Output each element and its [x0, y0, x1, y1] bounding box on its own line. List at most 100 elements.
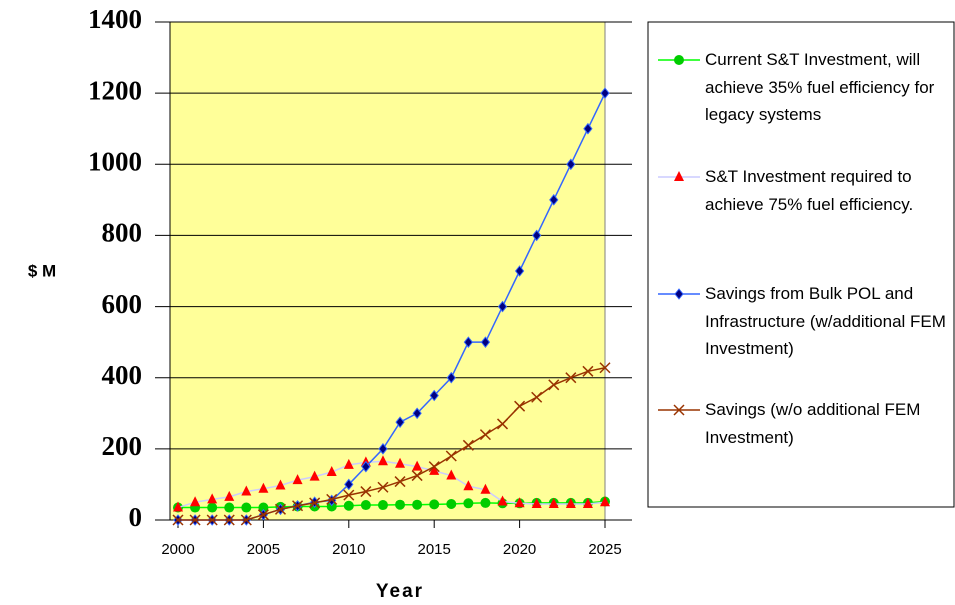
x-tick-label: 2005	[247, 541, 280, 558]
marker	[599, 362, 611, 374]
marker	[429, 389, 439, 402]
marker	[360, 500, 371, 511]
marker	[463, 480, 474, 491]
marker	[343, 458, 354, 469]
marker	[343, 500, 354, 511]
marker	[206, 514, 218, 526]
marker	[549, 194, 559, 206]
marker	[565, 372, 577, 384]
marker	[241, 502, 252, 513]
marker	[326, 501, 337, 512]
marker	[514, 497, 525, 508]
x-tick-label: 2025	[588, 541, 621, 558]
marker	[207, 493, 218, 504]
marker	[292, 474, 303, 485]
y-tick-label: 200	[102, 431, 143, 461]
marker	[463, 498, 474, 509]
marker	[532, 229, 542, 242]
marker	[600, 496, 610, 507]
marker	[531, 497, 542, 508]
x-axis-label: Year	[376, 581, 424, 602]
marker	[224, 490, 235, 501]
marker	[446, 498, 457, 509]
marker	[566, 158, 576, 171]
marker	[240, 514, 252, 526]
legend-box	[647, 21, 955, 508]
marker	[344, 478, 354, 491]
y-tick-label: 1400	[88, 4, 142, 34]
plot-area	[169, 21, 606, 521]
marker	[258, 482, 269, 493]
marker	[548, 379, 560, 391]
marker	[395, 499, 406, 510]
x-tick-label: 2010	[332, 541, 365, 558]
marker	[480, 483, 491, 494]
y-tick-label: 800	[102, 218, 143, 248]
marker	[326, 465, 337, 476]
marker	[274, 503, 287, 515]
marker	[479, 429, 491, 441]
marker	[463, 336, 474, 348]
marker	[377, 500, 388, 511]
marker	[446, 469, 457, 480]
marker	[514, 265, 525, 277]
y-tick-label: 1000	[88, 146, 142, 176]
y-tick-label: 1200	[88, 75, 142, 105]
marker	[497, 300, 508, 313]
x-tick-label: 2020	[503, 541, 536, 558]
marker	[189, 514, 201, 526]
marker	[565, 497, 576, 508]
marker	[429, 464, 440, 475]
marker	[600, 87, 610, 99]
marker	[257, 509, 269, 521]
marker	[395, 416, 405, 428]
series-line	[178, 367, 606, 521]
marker	[224, 502, 235, 513]
marker	[326, 493, 338, 505]
marker	[377, 455, 388, 466]
marker	[445, 450, 457, 462]
marker	[548, 497, 559, 508]
marker	[412, 499, 423, 510]
marker	[514, 400, 526, 412]
marker	[173, 501, 183, 512]
legend-label: Savings (w/o additional FEM Investment)	[705, 400, 921, 447]
marker	[275, 479, 286, 490]
marker	[258, 502, 269, 513]
marker	[378, 443, 388, 455]
y-tick-label: 400	[102, 360, 143, 390]
marker	[395, 457, 406, 468]
marker	[496, 418, 509, 430]
legend-marker	[674, 288, 684, 300]
marker	[309, 497, 321, 509]
marker	[582, 365, 594, 377]
marker	[309, 470, 320, 481]
legend-marker	[674, 55, 684, 65]
marker	[361, 460, 371, 473]
legend-marker	[673, 404, 685, 416]
marker	[583, 122, 593, 135]
y-tick-label: 0	[129, 502, 143, 532]
marker	[462, 439, 474, 451]
marker	[394, 476, 406, 488]
legend-label: S&T Investment required to achieve 75% f…	[705, 167, 914, 214]
marker	[223, 514, 235, 526]
marker	[412, 460, 423, 471]
marker	[480, 336, 491, 348]
marker	[241, 485, 252, 496]
legend-label: Current S&T Investment, will achieve 35%…	[705, 50, 935, 124]
marker	[582, 497, 593, 508]
marker	[377, 481, 389, 493]
marker	[360, 486, 372, 498]
marker	[411, 470, 423, 482]
legend-marker	[674, 171, 684, 181]
marker	[428, 461, 440, 473]
legend-label: Savings from Bulk POL and Infrastructure…	[705, 284, 946, 358]
marker	[412, 407, 422, 420]
marker	[292, 500, 304, 512]
marker	[172, 514, 184, 526]
marker	[207, 502, 218, 513]
x-tick-label: 2015	[418, 541, 451, 558]
y-tick-label: 600	[102, 289, 143, 319]
